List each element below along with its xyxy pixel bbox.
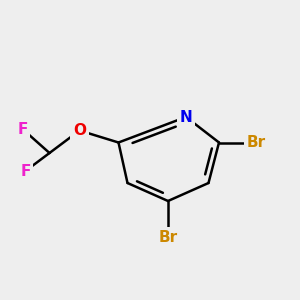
Text: O: O <box>73 123 86 138</box>
Text: F: F <box>17 122 28 136</box>
Text: Br: Br <box>247 135 266 150</box>
Text: Br: Br <box>158 230 178 244</box>
Text: F: F <box>20 164 31 178</box>
Text: N: N <box>180 110 192 124</box>
